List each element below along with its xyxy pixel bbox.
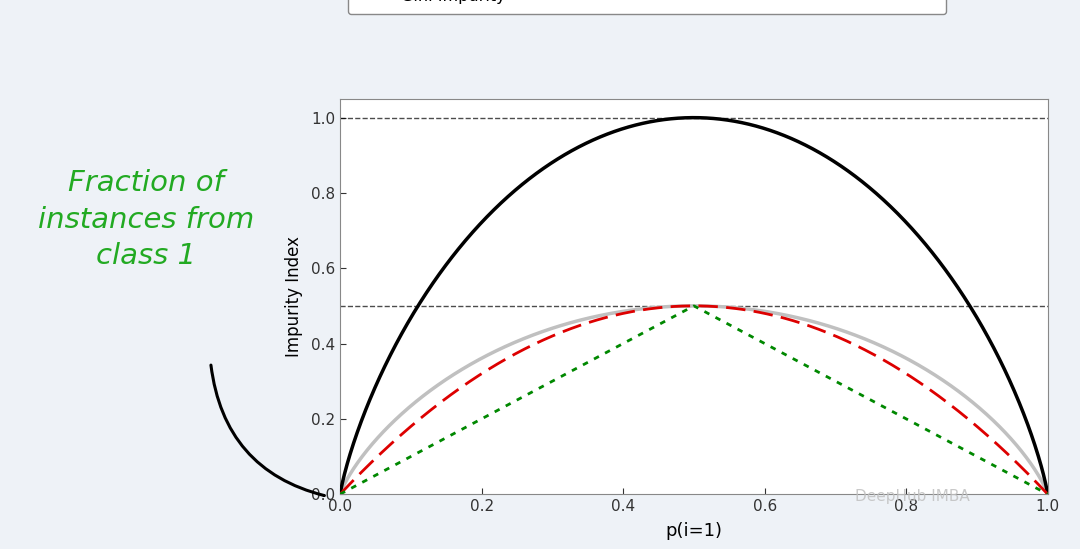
Gini Impurity bbox=[620, 310, 633, 316]
Misclassification Error bbox=[620, 339, 633, 345]
Line: Misclassification Error: Misclassification Error bbox=[340, 306, 1048, 494]
Legend: Entropy, Gini Impurity, Misclassification Error, Entropy (scaled): Entropy, Gini Impurity, Misclassificatio… bbox=[348, 0, 946, 14]
Entropy (scaled) bbox=[406, 401, 419, 408]
Entropy bbox=[899, 218, 912, 225]
Misclassification Error bbox=[820, 373, 833, 380]
Line: Entropy (scaled): Entropy (scaled) bbox=[340, 306, 1048, 494]
Entropy bbox=[820, 154, 833, 160]
Line: Gini Impurity: Gini Impurity bbox=[340, 306, 1048, 494]
Gini Impurity bbox=[334, 491, 347, 497]
Entropy (scaled) bbox=[334, 491, 347, 497]
Entropy bbox=[645, 118, 658, 125]
Misclassification Error bbox=[334, 491, 347, 497]
Misclassification Error bbox=[886, 408, 899, 415]
Gini Impurity bbox=[645, 305, 658, 312]
Entropy (scaled) bbox=[645, 305, 658, 311]
Entropy bbox=[1041, 491, 1054, 497]
Entropy (scaled) bbox=[620, 307, 633, 314]
Text: DeepHub IMBA: DeepHub IMBA bbox=[855, 489, 970, 505]
Gini Impurity bbox=[688, 302, 701, 309]
Gini Impurity bbox=[406, 422, 419, 428]
Y-axis label: Impurity Index: Impurity Index bbox=[285, 236, 302, 357]
Entropy bbox=[620, 124, 633, 131]
FancyArrowPatch shape bbox=[211, 365, 324, 496]
Gini Impurity bbox=[899, 370, 912, 377]
Entropy bbox=[687, 114, 700, 121]
Misclassification Error bbox=[645, 325, 658, 332]
Misclassification Error bbox=[899, 415, 912, 422]
Entropy (scaled) bbox=[886, 348, 899, 355]
Gini Impurity bbox=[820, 329, 833, 335]
Misclassification Error bbox=[1041, 491, 1054, 497]
Entropy bbox=[406, 312, 419, 318]
Line: Entropy: Entropy bbox=[340, 117, 1048, 494]
Misclassification Error bbox=[406, 452, 419, 459]
Misclassification Error bbox=[687, 302, 700, 309]
Entropy bbox=[334, 491, 347, 497]
Entropy bbox=[886, 205, 899, 212]
Text: Fraction of
instances from
class 1: Fraction of instances from class 1 bbox=[38, 169, 254, 271]
Entropy (scaled) bbox=[1041, 491, 1054, 497]
X-axis label: p(i=1): p(i=1) bbox=[665, 522, 723, 540]
Gini Impurity bbox=[1041, 491, 1054, 497]
Entropy (scaled) bbox=[687, 302, 700, 309]
Entropy (scaled) bbox=[899, 355, 912, 361]
Entropy (scaled) bbox=[820, 322, 833, 329]
Gini Impurity bbox=[886, 362, 899, 368]
